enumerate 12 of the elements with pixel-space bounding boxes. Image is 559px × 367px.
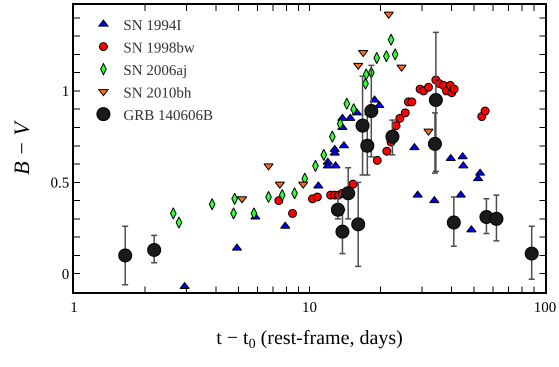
legend-label: SN 2006aj [123,62,188,79]
y-tick-label: 0 [62,266,70,283]
legend-label: SN 1994I [123,18,182,34]
legend-label: SN 1998bw [123,40,195,56]
legend-label: GRB 140606B [123,108,214,124]
x-axis-title: t − t$_{0}$ (rest-frame, days) [216,326,403,352]
legend-label: SN 2010bh [123,85,192,102]
y-axis-title: B − V [8,120,34,175]
x-tick-label: 10 [302,300,317,316]
y-tick-label: 1 [62,84,70,100]
x-tick-label: 100 [534,300,556,316]
y-tick-label: 0.5 [50,176,70,192]
